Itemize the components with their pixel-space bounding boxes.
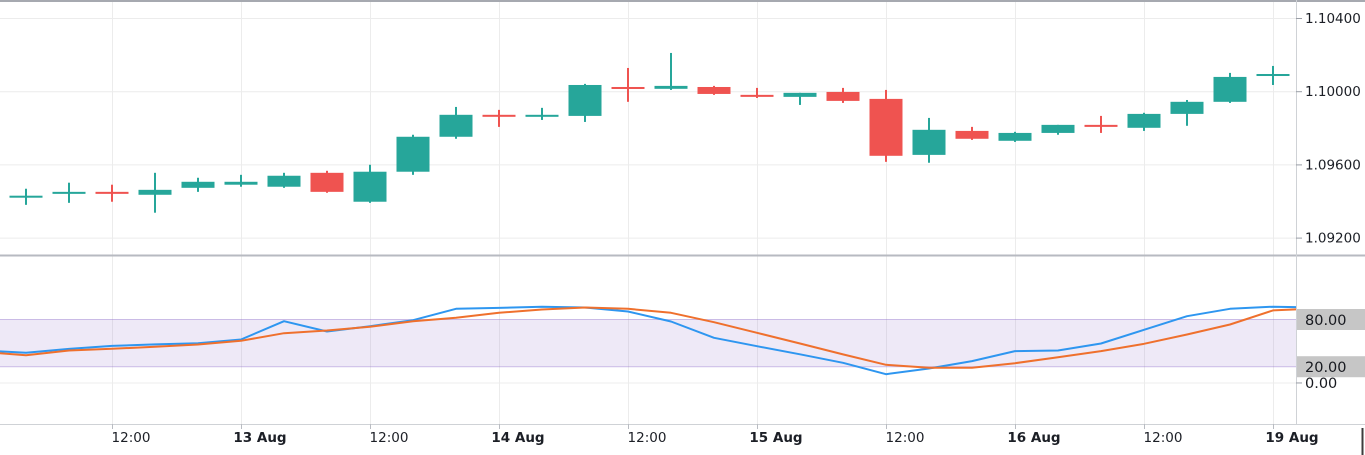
candle-up[interactable] — [224, 181, 258, 185]
candle-up[interactable] — [783, 92, 817, 97]
candle-wick — [670, 52, 672, 90]
candle-up[interactable] — [52, 191, 86, 194]
candle-up[interactable] — [353, 171, 387, 202]
candle-up[interactable] — [396, 136, 430, 172]
candle-up[interactable] — [267, 175, 301, 187]
candle-wick — [799, 92, 801, 105]
candle-wick — [1100, 115, 1102, 133]
price-axis-label[interactable]: 1.10400 — [1305, 11, 1361, 27]
time-axis-label[interactable]: 16 Aug — [1007, 430, 1060, 446]
time-axis-label[interactable]: 13 Aug — [233, 430, 286, 446]
candle-up[interactable] — [654, 85, 688, 89]
candle-down[interactable] — [955, 130, 989, 139]
candle-up[interactable] — [138, 189, 172, 195]
candle-up[interactable] — [1213, 76, 1247, 102]
candle-up[interactable] — [525, 114, 559, 117]
stoch-k-line[interactable] — [0, 305, 1297, 376]
candle-up[interactable] — [9, 195, 43, 198]
candle-up[interactable] — [439, 114, 473, 137]
price-axis-label[interactable]: 1.09200 — [1305, 231, 1361, 247]
candle-up[interactable] — [1041, 124, 1075, 133]
time-axis-label[interactable]: 12:00 — [628, 430, 667, 446]
candle-down[interactable] — [826, 91, 860, 101]
candle-down[interactable] — [611, 86, 645, 89]
time-axis-label[interactable]: 15 Aug — [749, 430, 802, 446]
candle-wick — [240, 174, 242, 187]
candle-wick — [756, 87, 758, 98]
candle-up[interactable] — [181, 181, 215, 188]
oscillator-level-label-box — [1297, 356, 1365, 378]
candle-down[interactable] — [482, 114, 516, 117]
candle-up[interactable] — [1256, 73, 1290, 77]
candle-up[interactable] — [568, 84, 602, 116]
candle-down[interactable] — [869, 98, 903, 156]
time-axis-label[interactable]: 12:00 — [112, 430, 151, 446]
candle-up[interactable] — [998, 132, 1032, 141]
candle-down[interactable] — [697, 86, 731, 94]
candle-wick — [541, 107, 543, 120]
time-axis-label[interactable]: 12:00 — [370, 430, 409, 446]
oscillator-level-label-box — [1297, 309, 1365, 330]
oscillator-axis-label[interactable]: 80.00 — [1305, 313, 1347, 329]
candle-down[interactable] — [1084, 124, 1118, 127]
candle-up[interactable] — [1170, 101, 1204, 114]
time-axis-label[interactable]: 19 Aug — [1265, 430, 1318, 446]
candle-down[interactable] — [310, 172, 344, 192]
price-axis-label[interactable]: 1.10000 — [1305, 84, 1361, 100]
candle-wick — [498, 109, 500, 127]
candle-wick — [627, 67, 629, 102]
time-axis-label[interactable]: 12:00 — [886, 430, 925, 446]
time-axis-label[interactable]: 14 Aug — [491, 430, 544, 446]
price-axis-label[interactable]: 1.09600 — [1305, 157, 1361, 173]
oscillator-axis-label[interactable]: 20.00 — [1305, 360, 1347, 376]
stoch-d-line[interactable] — [0, 306, 1297, 369]
candle-up[interactable] — [912, 129, 946, 155]
oscillator-axis-label[interactable]: 0.00 — [1305, 376, 1337, 392]
candle-down[interactable] — [95, 191, 129, 194]
time-axis-label[interactable]: 12:00 — [1144, 430, 1183, 446]
candle-up[interactable] — [1127, 113, 1161, 128]
candle-down[interactable] — [740, 94, 774, 97]
